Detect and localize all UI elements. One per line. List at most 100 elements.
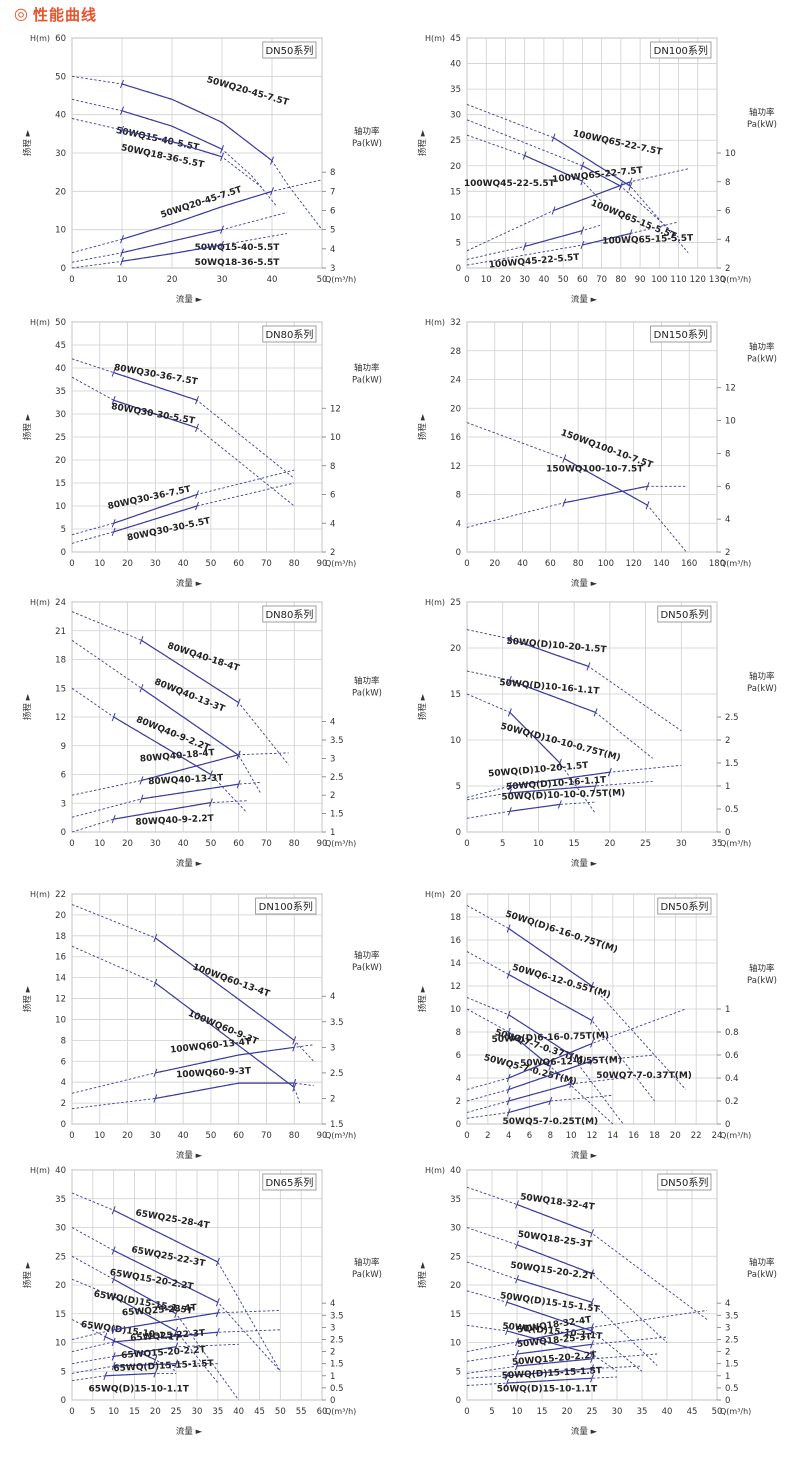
range-marker (590, 981, 594, 991)
p-axis-unit: Pa(kW) (747, 355, 777, 365)
h-tick-label: 10 (55, 226, 66, 236)
x-tick-label: 80 (289, 559, 300, 569)
series-label-box (262, 41, 317, 59)
plot-area: 0 5 10 15 20 25 30 35051015202500.511.522.5H(m)… (417, 598, 777, 869)
curve-dashed-head (71, 98, 278, 207)
p-axis-unit: Pa(kW) (352, 139, 382, 149)
range-marker (590, 1364, 594, 1373)
curve-label: 100WQ65-22-7.5T (572, 129, 664, 158)
curve-solid-head (113, 372, 198, 401)
curve-dashed-power (71, 469, 295, 536)
p-tick-label: 3.5 (725, 1311, 739, 1321)
curve-label: 50WQ6-12-0.55T(M) (520, 1055, 622, 1069)
h-tick-label: 18 (55, 932, 66, 942)
curve-solid-power (516, 1326, 593, 1343)
series-label: DN50系列 (265, 44, 313, 57)
h-axis-label: H(m) (425, 318, 445, 327)
curve-solid-power (564, 485, 648, 504)
h-tick-label: 45 (450, 34, 461, 44)
h-tick-label: 25 (55, 1252, 66, 1262)
curve-solid-head (508, 928, 593, 987)
h-tick-label: 40 (55, 1166, 66, 1176)
range-marker (139, 684, 144, 693)
curve-solid-power (113, 1346, 177, 1357)
x-tick-label: 20 (167, 275, 178, 285)
curve-label: 50WQ(D)10-10-0.75T(M) (499, 722, 621, 764)
h-axis-label: H(m) (425, 890, 445, 899)
curve-label: 80WQ40-13-3T (148, 773, 224, 787)
h-tick-label: 20 (55, 456, 66, 466)
x-tick-label: 25 (640, 839, 651, 849)
range-marker (153, 1068, 158, 1078)
range-marker (220, 152, 224, 162)
x-tick-label: 16 (628, 1131, 639, 1141)
series-label-box (255, 897, 317, 915)
x-tick-label: 15 (129, 1407, 140, 1417)
p-tick-label: 1 (330, 828, 335, 838)
curve-label: 100WQ45-22-5.5T (464, 179, 556, 189)
p-tick-label: 7 (330, 187, 335, 197)
h-tick-label: 35 (450, 85, 461, 95)
range-marker (507, 676, 512, 685)
range-marker (208, 798, 213, 807)
range-marker (292, 1078, 297, 1088)
h-tick-label: 5 (456, 238, 461, 248)
curve-solid-power (121, 244, 223, 262)
curve-dashed-power (71, 1044, 314, 1094)
h-tick-label: 15 (450, 1310, 461, 1320)
y-axis-title: 扬程 ► (417, 129, 428, 156)
p-axis-label: 轴功率 (749, 1257, 775, 1268)
y-axis-title: 扬程 ► (417, 693, 428, 720)
p-tick-label: 2 (330, 791, 335, 801)
p-tick-label: 2.5 (330, 773, 344, 783)
curve-solid-head (582, 165, 622, 187)
range-marker (507, 634, 512, 643)
x-axis-title: 流量 ► (176, 294, 203, 305)
range-marker (111, 1275, 116, 1284)
x-tick-label: 50 (205, 839, 216, 849)
h-tick-label: 50 (55, 318, 66, 328)
p-axis-unit: Pa(kW) (747, 976, 777, 986)
range-marker (590, 1374, 594, 1383)
p-axis-unit: Pa(kW) (352, 1270, 382, 1280)
x-tick-label: 4 (506, 1131, 511, 1141)
curve-solid-head (508, 973, 593, 1022)
x-tick-label: 0 (464, 839, 469, 849)
h-tick-label: 4 (456, 519, 461, 529)
x-tick-label: 60 (317, 1407, 328, 1417)
h-tick-label: 20 (450, 644, 461, 654)
h-tick-label: 25 (450, 136, 461, 146)
p-axis-label: 轴功率 (354, 126, 380, 137)
range-marker (139, 776, 144, 785)
x-tick-label: 60 (233, 839, 244, 849)
h-tick-label: 30 (450, 1224, 461, 1234)
x-tick-label: 20 (500, 275, 511, 285)
curve-solid-power (508, 1100, 551, 1114)
curve-dashed-power (466, 1008, 686, 1090)
h-tick-label: 14 (450, 959, 461, 969)
p-tick-label: 0 (725, 828, 730, 838)
range-marker (270, 156, 274, 165)
x-tick-label: 30 (150, 559, 161, 569)
x-tick-label: 15 (537, 1407, 548, 1417)
p-tick-label: 1 (330, 1372, 335, 1382)
h-tick-label: 10 (450, 213, 461, 223)
range-marker (515, 1200, 519, 1209)
curve-label: 80WQ40-9-2.2T (135, 814, 215, 828)
x-tick-label: 10 (94, 1131, 105, 1141)
curve-label: 50WQ20-45-7.5T (205, 75, 290, 108)
curve-dashed-power (71, 1082, 314, 1110)
h-tick-label: 15 (55, 684, 66, 694)
range-marker (522, 151, 527, 160)
h-tick-label: 20 (55, 911, 66, 921)
range-marker (215, 1298, 220, 1307)
q-axis-label: Q(m³/h) (325, 1407, 356, 1416)
range-marker (506, 1085, 511, 1094)
y-axis-title: 扬程 ► (417, 985, 428, 1012)
x-tick-label: 30 (150, 1131, 161, 1141)
h-tick-label: 5 (61, 1367, 66, 1377)
curve-solid-power (121, 229, 223, 254)
curve-solid-head (516, 1244, 593, 1275)
curve-solid-power (508, 1060, 593, 1091)
range-marker (628, 229, 633, 238)
